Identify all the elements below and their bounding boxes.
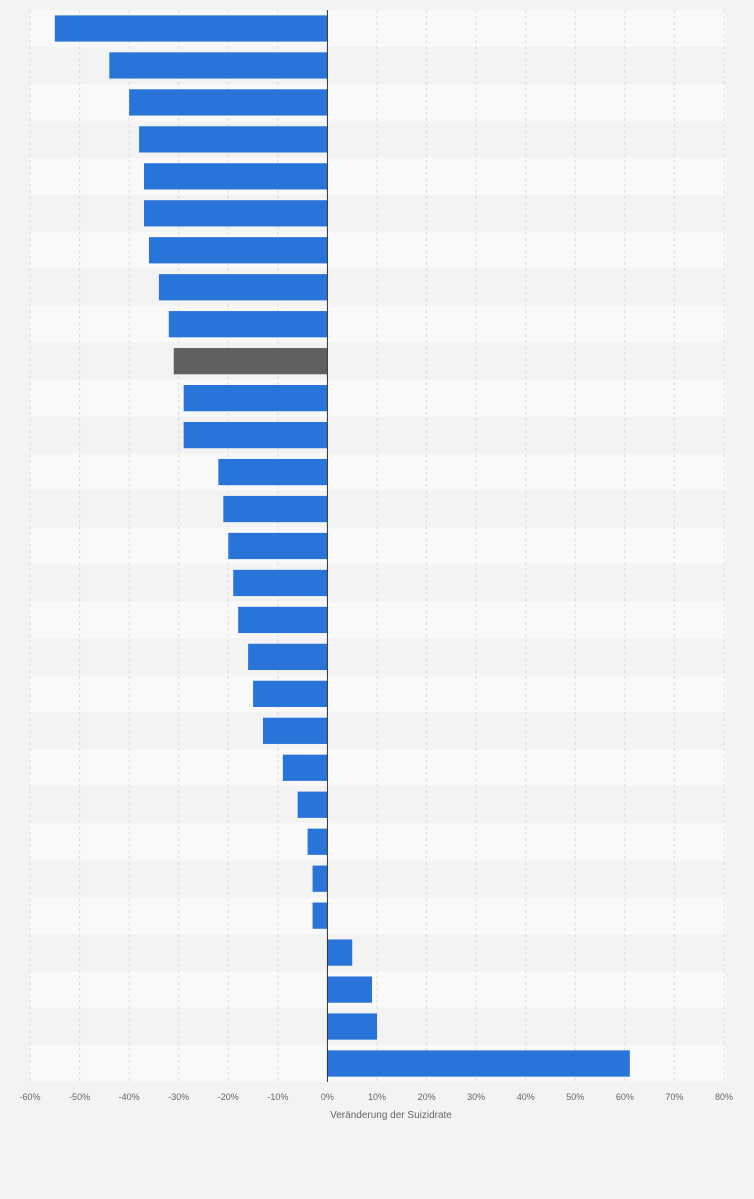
bar[interactable] [253,680,328,707]
x-axis-ticks: -60% -50% -40% -30% -20% -10% 0% 10% 20% 30% 40% 50… [19,1092,733,1102]
bar[interactable] [158,274,328,301]
row-band [30,416,726,454]
row-bands [30,10,726,1082]
x-tick-label: 60% [616,1092,634,1102]
row-band [30,379,726,417]
bar[interactable] [168,311,328,338]
x-tick-label: -40% [119,1092,140,1102]
bar[interactable] [238,606,328,634]
bar[interactable] [183,385,328,412]
bar[interactable] [109,52,328,79]
bar[interactable] [312,865,328,892]
row-band [30,231,726,269]
x-tick-label: 30% [467,1092,485,1102]
row-band [30,823,726,861]
x-tick-label: 0% [321,1092,334,1102]
bar[interactable] [218,458,328,486]
row-band [30,749,726,787]
x-tick-label: 80% [715,1092,733,1102]
bar[interactable] [129,89,328,116]
row-band [30,971,726,1009]
row-band [30,786,726,824]
row-band [30,268,726,306]
row-band [30,934,726,972]
row-band [30,638,726,676]
x-tick-label: -60% [19,1092,40,1102]
row-band [30,194,726,232]
row-band [30,601,726,639]
x-tick-label: 20% [418,1092,436,1102]
bar[interactable] [183,421,328,449]
x-tick-label: -20% [218,1092,239,1102]
x-tick-label: -10% [267,1092,288,1102]
bar[interactable] [144,200,328,227]
bar[interactable] [233,569,328,597]
bar[interactable] [307,828,328,855]
bar[interactable] [148,237,328,264]
bar[interactable] [297,791,328,818]
x-tick-label: 40% [517,1092,535,1102]
bar[interactable] [223,495,328,523]
bar[interactable] [327,976,373,1003]
row-band [30,157,726,195]
bar[interactable] [228,532,328,560]
row-band [30,712,726,750]
bar[interactable] [262,717,328,744]
x-tick-label: -30% [168,1092,189,1102]
row-band [30,453,726,491]
x-tick-label: 70% [665,1092,683,1102]
bar[interactable] [282,754,328,781]
bar[interactable] [248,643,328,671]
row-band [30,564,726,602]
x-tick-label: -50% [69,1092,90,1102]
bar[interactable] [327,1013,377,1040]
x-tick-label: 50% [566,1092,584,1102]
row-band [30,342,726,380]
bar[interactable] [139,126,328,153]
row-band [30,527,726,565]
row-band [30,860,726,898]
row-band [30,490,726,528]
x-tick-label: 10% [368,1092,386,1102]
bars [54,15,630,1077]
row-band [30,120,726,158]
bar[interactable] [54,15,328,42]
bar[interactable] [144,163,328,190]
bar[interactable] [327,939,353,966]
x-axis-title: Veränderung der Suizidrate [330,1110,452,1121]
row-band [30,897,726,935]
bar[interactable] [312,902,328,929]
row-band [30,1008,726,1046]
bar[interactable] [327,1050,630,1077]
row-band [30,305,726,343]
row-band [30,675,726,713]
bar[interactable] [173,348,328,375]
